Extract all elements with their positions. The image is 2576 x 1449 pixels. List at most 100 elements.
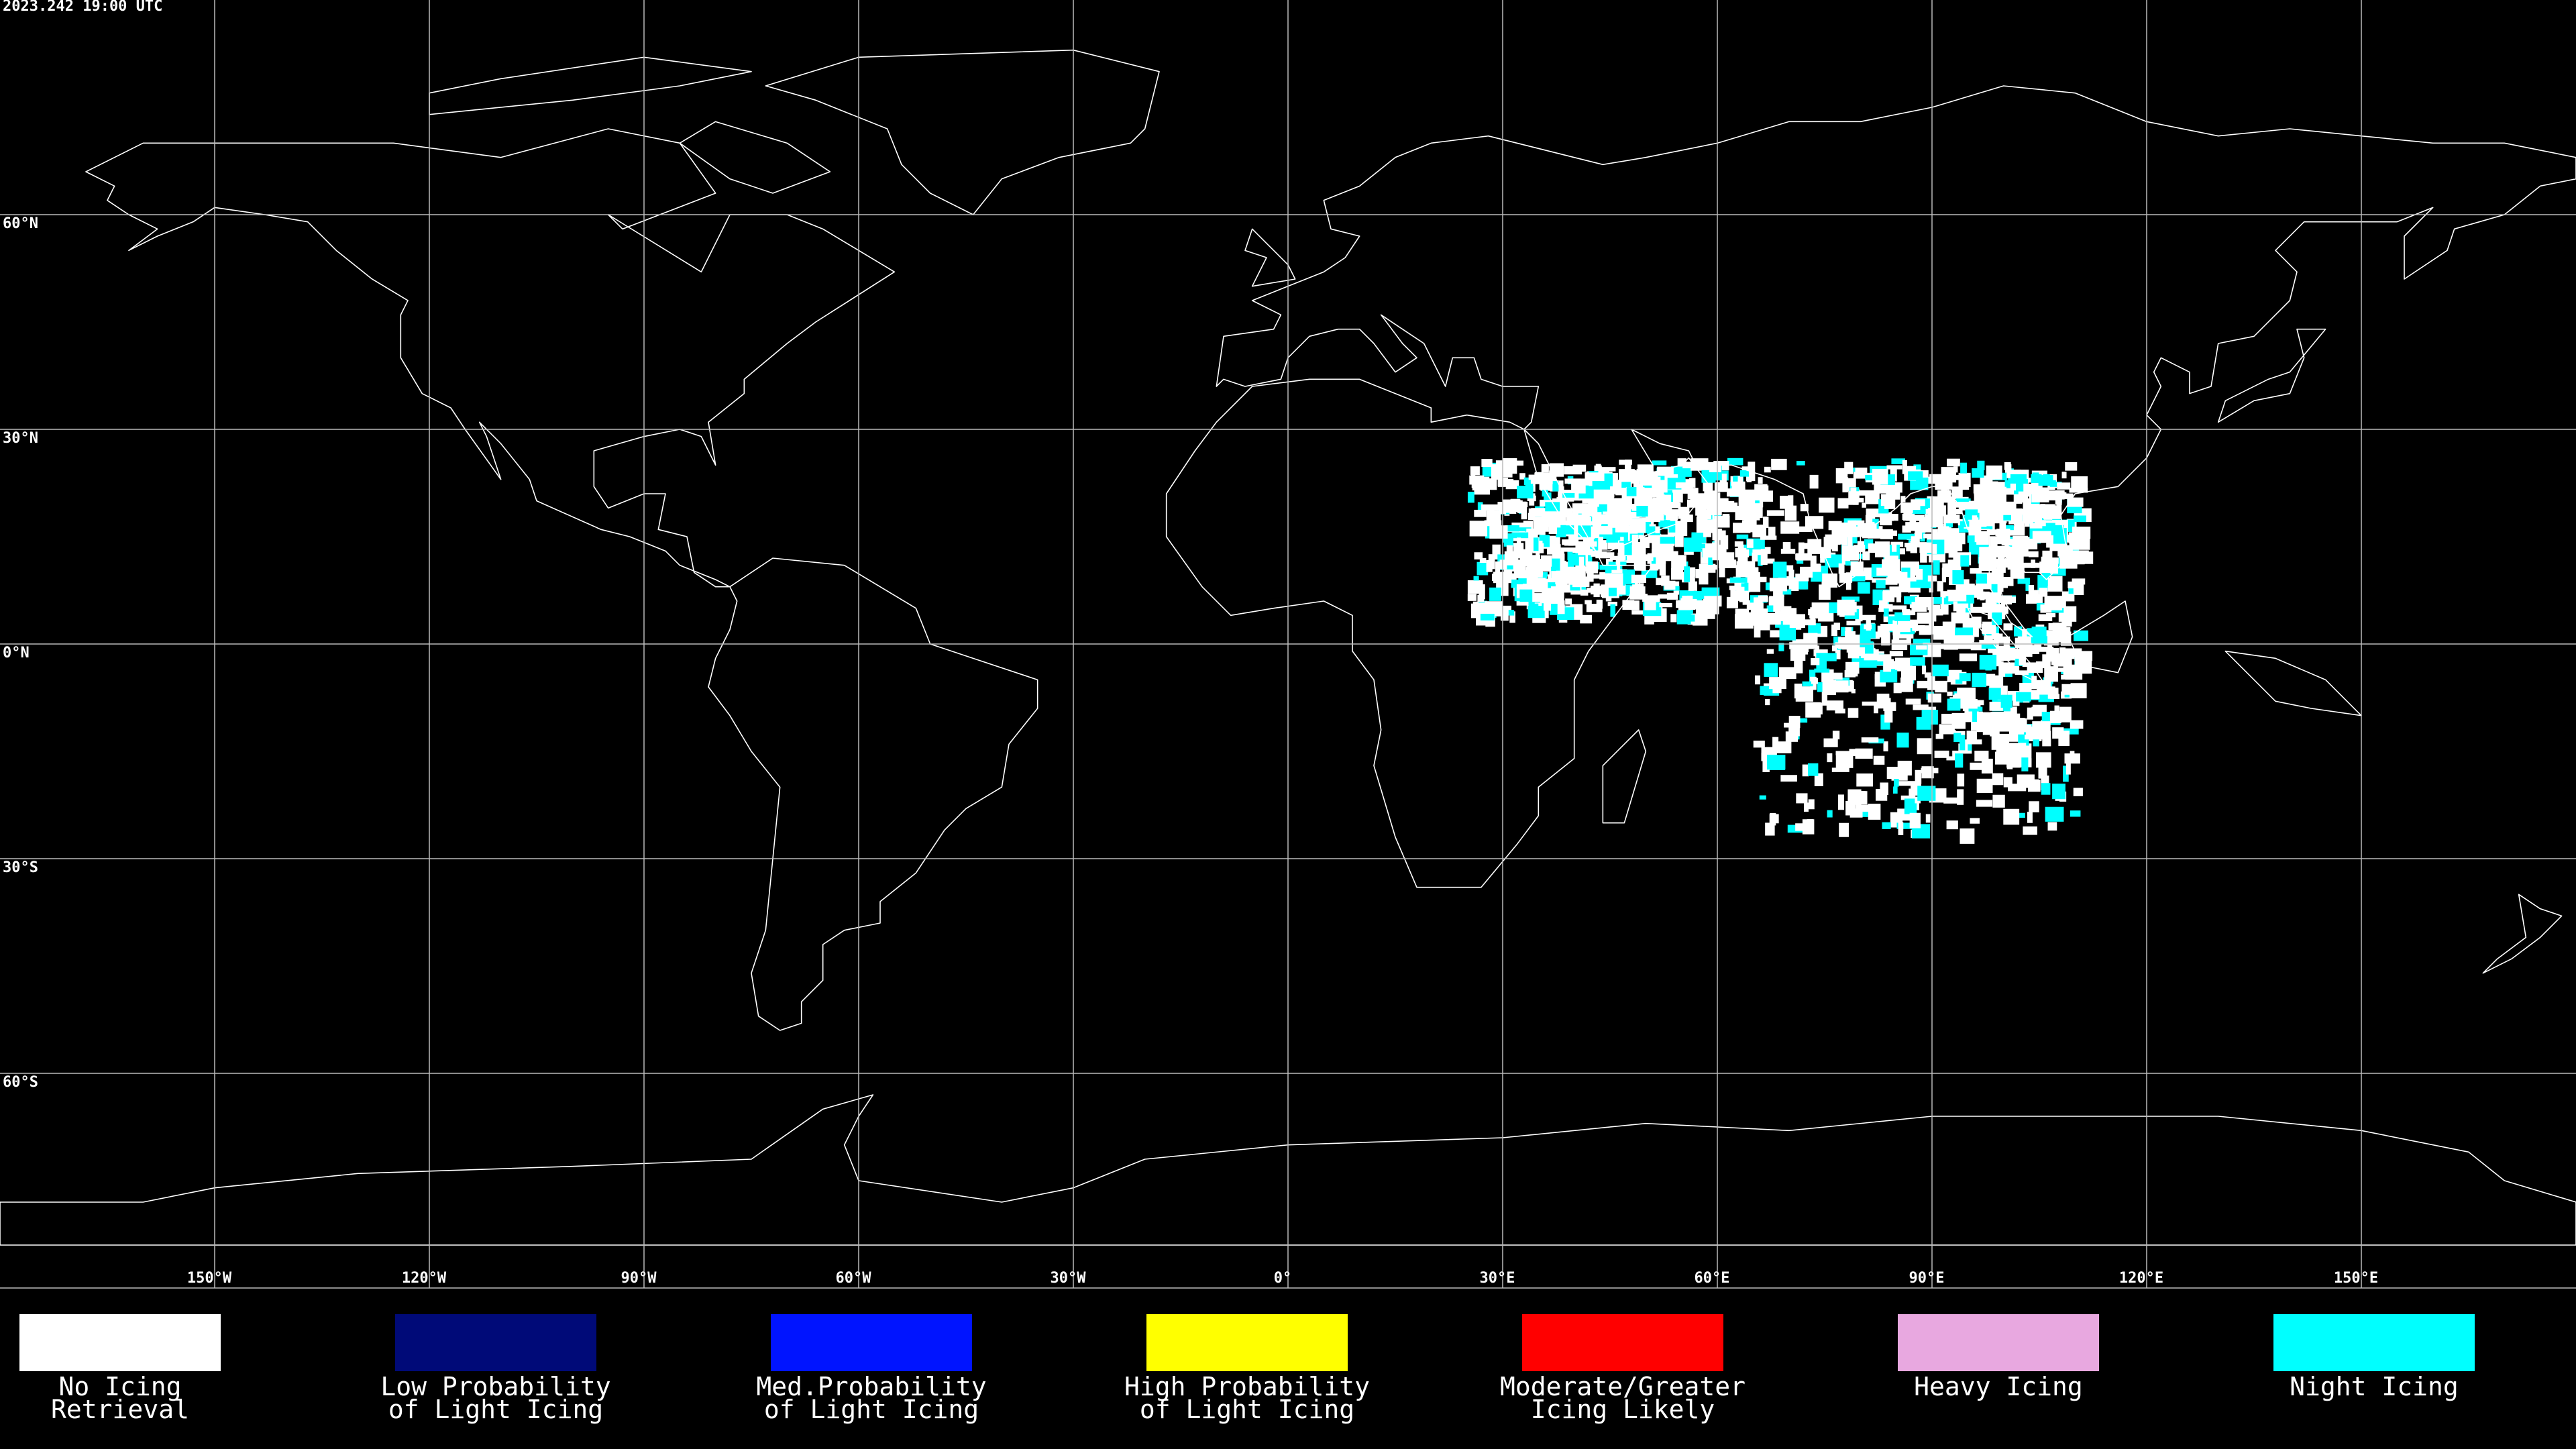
cloud-pixel — [1544, 492, 1552, 500]
cloud-pixel — [1576, 541, 1584, 554]
cloud-pixel — [1599, 586, 1606, 592]
cloud-pixel — [1560, 547, 1576, 552]
cloud-pixel — [1991, 584, 1998, 593]
cloud-pixel — [1515, 460, 1524, 466]
cloud-pixel — [1674, 535, 1684, 547]
cloud-pixel — [1862, 551, 1870, 561]
cloud-pixel — [2008, 784, 2027, 792]
cloud-pixel — [1937, 581, 1943, 592]
cloud-pixel — [1479, 557, 1487, 563]
legend-label: Retrieval — [51, 1395, 189, 1424]
cloud-pixel — [2061, 598, 2066, 611]
cloud-pixel — [1481, 459, 1493, 467]
cloud-pixel — [1712, 542, 1717, 551]
cloud-pixel — [1850, 561, 1864, 577]
cloud-pixel — [1695, 500, 1703, 516]
cloud-pixel — [1699, 570, 1709, 585]
cloud-pixel — [1564, 466, 1582, 475]
cloud-pixel — [1666, 502, 1681, 508]
cloud-pixel — [1599, 504, 1607, 512]
cloud-pixel — [1784, 505, 1797, 521]
cloud-pixel — [1657, 466, 1674, 474]
cloud-pixel — [1731, 481, 1746, 495]
cloud-pixel — [1974, 751, 1989, 761]
cloud-pixel — [1658, 519, 1670, 528]
cloud-pixel — [1505, 480, 1519, 490]
cloud-pixel — [1837, 498, 1849, 508]
cloud-pixel — [2065, 761, 2071, 775]
cloud-pixel — [1976, 800, 1993, 807]
cloud-pixel — [1960, 735, 1966, 751]
cloud-pixel — [2055, 496, 2062, 505]
cloud-pixel — [1804, 802, 1809, 812]
cloud-pixel — [1498, 505, 1506, 515]
cloud-pixel — [1653, 497, 1658, 506]
cloud-pixel — [1853, 791, 1866, 798]
cloud-pixel — [1701, 587, 1720, 596]
cloud-pixel — [1811, 678, 1818, 684]
cloud-pixel — [1569, 532, 1586, 540]
cloud-pixel — [1844, 462, 1854, 474]
cloud-pixel — [1533, 537, 1539, 551]
cloud-pixel — [1585, 511, 1593, 517]
cloud-pixel — [1955, 627, 1974, 636]
cloud-pixel — [1778, 667, 1796, 680]
cloud-pixel — [1599, 552, 1615, 559]
cloud-pixel — [1932, 664, 1949, 677]
cloud-pixel — [1993, 638, 1999, 653]
cloud-pixel — [1735, 567, 1741, 580]
cloud-pixel — [2071, 476, 2088, 492]
cloud-pixel — [1915, 529, 1923, 539]
cloud-pixel — [2006, 753, 2021, 768]
cloud-pixel — [2010, 483, 2017, 491]
cloud-pixel — [1970, 762, 1989, 770]
cloud-pixel — [1747, 539, 1754, 548]
cloud-pixel — [1878, 625, 1890, 636]
cloud-pixel — [1766, 605, 1779, 612]
cloud-pixel — [1941, 526, 1949, 537]
cloud-pixel — [1891, 458, 1905, 464]
cloud-pixel — [2065, 462, 2078, 471]
cloud-pixel — [1709, 462, 1721, 472]
cloud-pixel — [1951, 501, 1970, 508]
cloud-pixel — [1831, 672, 1843, 680]
cloud-pixel — [1906, 515, 1925, 521]
cloud-pixel — [1973, 484, 1982, 494]
cloud-pixel — [2043, 511, 2062, 519]
cloud-pixel — [1998, 718, 2010, 732]
legend-swatch — [2273, 1314, 2475, 1371]
cloud-pixel — [1945, 539, 1953, 550]
cloud-pixel — [1715, 464, 1722, 480]
cloud-pixel — [1917, 680, 1929, 689]
cloud-pixel — [1706, 508, 1722, 516]
cloud-pixel — [1966, 731, 1978, 743]
cloud-pixel — [1998, 664, 2006, 677]
cloud-pixel — [1947, 502, 1953, 517]
cloud-pixel — [1813, 564, 1821, 572]
cloud-pixel — [1807, 539, 1822, 554]
cloud-pixel — [1697, 509, 1712, 520]
cloud-pixel — [1754, 597, 1763, 604]
cloud-pixel — [1562, 492, 1575, 498]
cloud-pixel — [1658, 476, 1665, 480]
cloud-pixel — [1589, 541, 1597, 547]
cloud-pixel — [2000, 501, 2017, 512]
cloud-pixel — [2041, 572, 2050, 579]
cloud-pixel — [1758, 595, 1768, 602]
cloud-pixel — [2054, 705, 2059, 720]
cloud-pixel — [1713, 529, 1722, 541]
legend-label: Med.Probability — [756, 1372, 986, 1401]
cloud-pixel — [2032, 531, 2051, 542]
cloud-pixel — [1753, 741, 1765, 748]
cloud-pixel — [1991, 733, 2010, 750]
cloud-pixel — [1885, 514, 1898, 521]
cloud-pixel — [2063, 493, 2074, 500]
cloud-pixel — [1813, 649, 1828, 657]
cloud-pixel — [1978, 712, 1994, 726]
legend-swatch — [771, 1314, 972, 1371]
cloud-pixel — [1872, 469, 1888, 485]
cloud-pixel — [1946, 756, 1957, 761]
cloud-pixel — [1948, 551, 1956, 558]
cloud-pixel — [1898, 533, 1915, 540]
